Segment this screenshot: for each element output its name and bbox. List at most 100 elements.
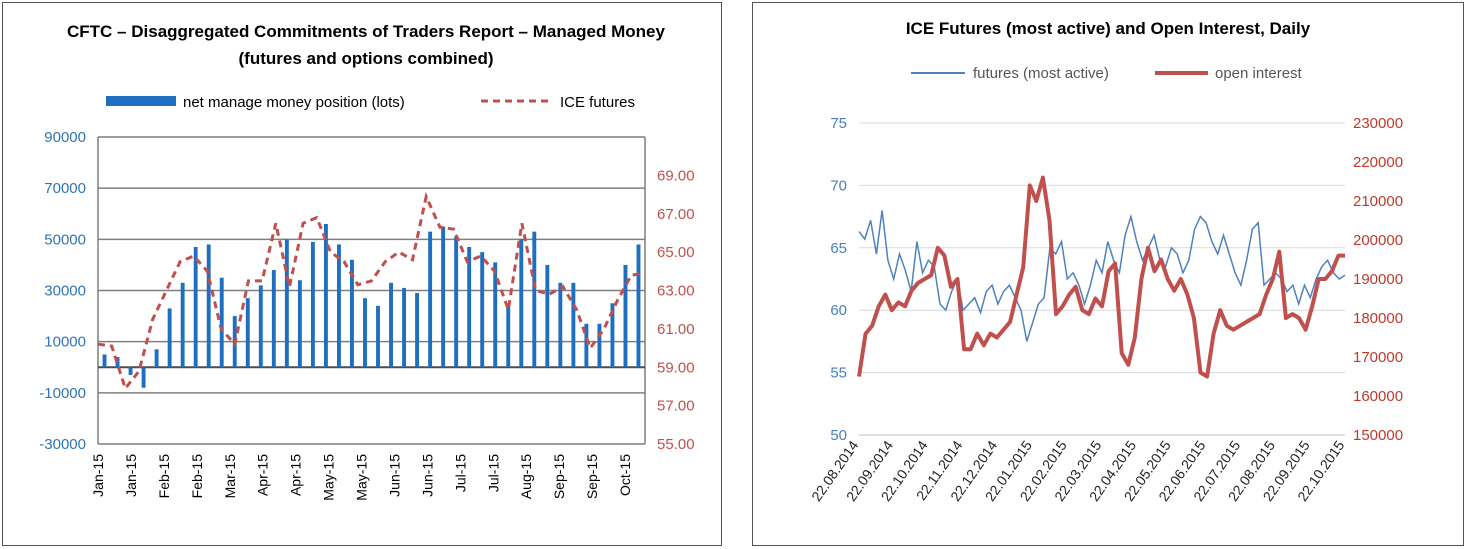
bar (193, 247, 198, 368)
bar (571, 282, 576, 368)
x-tick-label: Jul-15 (485, 454, 501, 492)
x-tick-label: Sep-15 (551, 454, 567, 499)
x-tick-label: Jan-15 (90, 454, 106, 497)
bar (219, 277, 224, 368)
bar (245, 298, 250, 368)
bar (415, 293, 420, 368)
bar (545, 264, 550, 368)
ice-futures-line (97, 191, 646, 392)
bar (610, 303, 615, 368)
x-tick-label: Feb-15 (156, 454, 172, 499)
x-tick-label: Jun-15 (419, 454, 435, 497)
x-tick-label: Aug-15 (518, 454, 534, 499)
bar (128, 367, 133, 375)
y-left-tick-label: 70000 (44, 180, 86, 197)
bar (154, 349, 159, 368)
ice-futures-chart-panel: ICE Futures (most active) and Open Inter… (752, 2, 1464, 546)
y-left-tick-label: -10000 (39, 385, 86, 402)
y-left-tick-label: 60 (830, 302, 847, 319)
bar (323, 223, 328, 368)
bar (441, 226, 446, 368)
bar (402, 287, 407, 368)
y-left-tick-label: 70 (830, 177, 847, 194)
y-right-tick-label: 65.00 (657, 244, 695, 261)
y-right-tick-label: 190000 (1353, 271, 1403, 288)
y-right-tick-label: 170000 (1353, 349, 1403, 366)
y-right-tick-label: 150000 (1353, 427, 1403, 444)
y-right-tick-label: 210000 (1353, 193, 1403, 210)
bar (297, 280, 302, 368)
cftc-chart-panel: CFTC – Disaggregated Commitments of Trad… (2, 2, 722, 546)
x-tick-label: Mar-15 (222, 454, 238, 499)
x-tick-label: Jan-15 (123, 454, 139, 497)
y-right-tick-label: 57.00 (657, 398, 695, 415)
open-interest-line (857, 175, 1345, 379)
x-tick-label: May-15 (354, 454, 370, 501)
x-tick-label: Jun-15 (386, 454, 402, 497)
legend-bar-swatch (106, 96, 176, 106)
futures-line (858, 210, 1346, 342)
y-left-tick-label: 90000 (44, 129, 86, 146)
bar (336, 244, 341, 368)
bar (519, 239, 524, 368)
x-tick-label: Oct-15 (617, 454, 633, 496)
legend-bar-label: net manage money position (lots) (183, 94, 405, 111)
bar (102, 354, 107, 368)
y-left-tick-label: -30000 (39, 436, 86, 453)
bar (636, 244, 641, 368)
bar (310, 241, 315, 368)
y-left-tick-label: 55 (830, 365, 847, 382)
ice-chart-title: ICE Futures (most active) and Open Inter… (906, 19, 1311, 38)
x-tick-label: Sep-15 (584, 454, 600, 499)
x-tick-label: Jul-15 (452, 454, 468, 492)
legend-line-label: ICE futures (560, 94, 635, 111)
bar (532, 231, 537, 368)
bar (558, 282, 563, 368)
y-left-tick-label: 10000 (44, 334, 86, 351)
cftc-chart-title-line1: CFTC – Disaggregated Commitments of Trad… (67, 22, 665, 41)
bar (376, 305, 380, 368)
y-right-tick-label: 200000 (1353, 232, 1403, 249)
bar (467, 247, 472, 368)
bar (271, 270, 276, 368)
y-right-tick-label: 69.00 (657, 167, 695, 184)
y-left-tick-label: 65 (830, 240, 847, 257)
y-right-tick-label: 160000 (1353, 388, 1403, 405)
x-tick-label: May-15 (321, 454, 337, 501)
bar (480, 252, 485, 368)
y-left-tick-label: 50 (830, 427, 847, 444)
bar (363, 298, 367, 368)
y-right-tick-label: 67.00 (657, 206, 695, 223)
bar (454, 236, 459, 368)
bar (206, 244, 211, 368)
y-right-tick-label: 55.00 (657, 436, 695, 453)
y-left-tick-label: 30000 (44, 283, 86, 300)
bar (597, 323, 602, 368)
bar (428, 231, 433, 368)
y-left-tick-label: 50000 (44, 231, 86, 248)
ice-futures-chart: ICE Futures (most active) and Open Inter… (808, 19, 1403, 504)
x-tick-label: Feb-15 (189, 454, 205, 499)
y-right-tick-label: 61.00 (657, 321, 695, 338)
y-right-tick-label: 180000 (1353, 310, 1403, 327)
x-tick-label: Apr-15 (255, 454, 271, 496)
legend-oi-label: open interest (1215, 65, 1303, 82)
x-tick-label: Apr-15 (288, 454, 304, 496)
bar (623, 264, 628, 368)
y-right-tick-label: 59.00 (657, 359, 695, 376)
y-left-tick-label: 75 (830, 115, 847, 132)
y-right-tick-label: 230000 (1353, 115, 1403, 132)
bar (389, 282, 393, 368)
bar (584, 323, 589, 368)
cftc-chart-title-line2: (futures and options combined) (239, 49, 494, 68)
legend-futures-label: futures (most active) (973, 65, 1109, 82)
bar (180, 282, 185, 368)
cftc-chart: CFTC – Disaggregated Commitments of Trad… (39, 22, 695, 501)
bar (141, 367, 146, 388)
y-right-tick-label: 220000 (1353, 154, 1403, 171)
bar (258, 285, 263, 368)
bar (493, 262, 498, 368)
bar (167, 308, 172, 368)
y-right-tick-label: 63.00 (657, 283, 695, 300)
bar (506, 303, 511, 368)
